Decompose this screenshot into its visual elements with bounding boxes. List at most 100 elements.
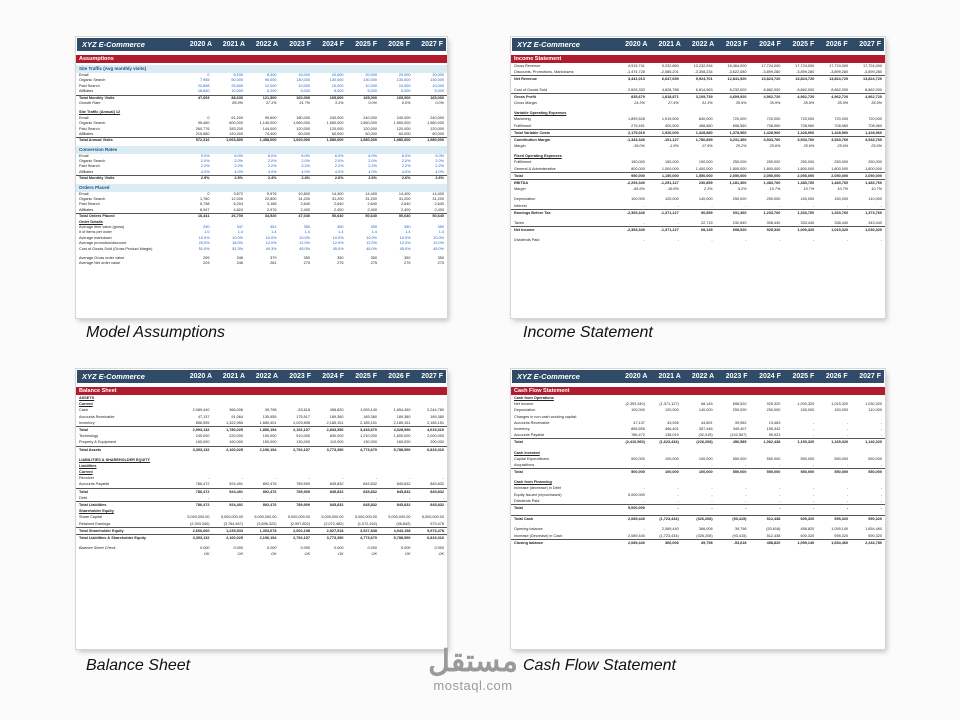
year-header: 2020 A (189, 373, 212, 380)
cell-value: 51.3% (232, 246, 243, 251)
table-row: Depreciation 100,000 120,000 140,000 250,000… (511, 196, 885, 202)
cell-value: 100,000 (631, 408, 645, 413)
cell-value: 22,715 (701, 220, 713, 225)
row-label: Increase (decrease) in Debt (514, 486, 561, 491)
cell-value: 35.9% (871, 100, 882, 105)
cell-value: 12,000 (264, 83, 277, 88)
cell-value: 2,196,154 (259, 447, 277, 452)
row-label: Total (514, 440, 523, 445)
cell-value: 275 (370, 261, 377, 266)
cell-value: 2,976 (266, 207, 277, 212)
row-label: Margin (514, 187, 526, 192)
cell-value: 240,000 (329, 115, 344, 120)
cell-value: 17,724,000 (862, 64, 882, 68)
cell-value: 856,555 (195, 420, 210, 425)
cell-value: 510,000 (296, 434, 310, 439)
cell-value: 8,862,000 (865, 87, 882, 92)
cell-value: 150,000 (834, 197, 849, 202)
cell-value (817, 511, 851, 515)
cell-value: 99,600 (264, 115, 277, 120)
cell-value: - (846, 433, 849, 438)
cell-value: 333,440 (800, 220, 815, 225)
cell-value: 27.4% (667, 100, 679, 105)
cell-value: 14,400 (331, 191, 344, 196)
cell-value (682, 511, 716, 515)
cell-value: 4,609,920 (729, 94, 747, 99)
cell-value: 8,300 (266, 73, 277, 77)
table-row: Growth Rate 85.9% 37.1% 31.7% 3.1% 0.0% 0.0% 0.… (76, 101, 447, 106)
table-row: Total 786,472 924,491 892,476 789,909 845,832… (76, 487, 447, 495)
cell-value: 6,819,310 (427, 535, 444, 540)
cell-value: - (375, 476, 377, 481)
cell-value: 25.6% (769, 144, 781, 149)
cell-value: 0.0% (401, 100, 411, 105)
cell-value: 2.0% (267, 159, 277, 164)
cell-value: 924,491 (229, 482, 243, 487)
cell-value: 350 (337, 255, 344, 260)
row-label: Total Liabilities (79, 503, 107, 507)
cell-value: 1,920,000 (661, 130, 679, 135)
subsection-title: Orders Placed (76, 183, 447, 192)
cell-value: 4,962,720 (831, 94, 849, 99)
cell-value: 1,233,760 (763, 210, 781, 215)
table-row: Site Traffic (Annual) 12 (76, 110, 447, 115)
cell-value: 189,380 (329, 414, 344, 419)
cell-value: 4,962,720 (865, 94, 882, 99)
cell-value: 1,760 (199, 197, 210, 202)
cell-value: - (846, 203, 849, 208)
cell-value: 2.0% (200, 159, 210, 164)
year-header: 2026 F (825, 373, 848, 380)
table-row: Average Gross order value 299 346 379 350 350… (76, 256, 447, 261)
cell-value: 20,000 (331, 73, 344, 77)
cell-value: 68,145 (701, 402, 713, 407)
cell-value: 150,000 (631, 160, 645, 165)
cell-value: (1,623,434) (659, 440, 679, 445)
cell-value: 3,393,132 (192, 535, 210, 540)
cell-value: 708,960 (800, 123, 815, 128)
cell-value: 61,200 (231, 115, 243, 120)
cell-value: 0.000 (266, 546, 277, 551)
cell-value: 9.2% (737, 187, 747, 192)
table-row: Variable Operating Expenses (511, 110, 885, 116)
cell-value: 4.0% (200, 169, 210, 174)
cell-value: 1,483,760 (763, 181, 781, 185)
table-row: Total (2,410,560) (1,623,434) (226,208) 456,… (511, 438, 885, 445)
cell-value: 550,000 (766, 470, 781, 475)
table-row: Total Monthly Visits 2.9% 2.5% 2.4% 2.4% 2.6%… (76, 175, 447, 181)
cell-value: -1,371,127 (660, 210, 679, 215)
row-label (511, 511, 614, 515)
cell-value: 2,089,440 (661, 527, 679, 532)
cell-value: 3,533,760 (865, 137, 882, 142)
cell-value: 366,006 (665, 540, 679, 545)
cell-value: 10.0% (433, 235, 444, 240)
year-header: 2026 F (388, 41, 410, 48)
cell-value: 25.2% (735, 144, 747, 149)
cell-value: 550,000 (834, 456, 849, 461)
cell-value: 4,828,788 (661, 87, 679, 92)
cell-value: 0 (207, 73, 210, 77)
cell-value: 350 (404, 224, 411, 229)
cell-value: 786,472 (195, 482, 210, 487)
table-row: Total Variable Costs 2,179,019 1,920,000 1,… (511, 128, 885, 136)
cell-value: (3,764,467) (223, 521, 243, 526)
row-label: Depreciation (514, 408, 536, 413)
cell-value: 12.0% (299, 241, 310, 246)
cell-value: 1,654,460 (393, 408, 411, 413)
cell-value: 550,000 (800, 456, 815, 461)
cell-value: 31,200 (365, 197, 377, 202)
cell-value: 1,483,760 (797, 181, 815, 185)
cell-value: 35.9% (803, 100, 815, 105)
cell-value: 7,955 (199, 78, 210, 83)
cell-value: 600,000 (229, 121, 243, 126)
row-label: Marketing (514, 117, 531, 122)
row-label: Net Revenue (514, 77, 538, 82)
cell-value: -1,474,728 (626, 70, 645, 75)
cell-value: - (711, 238, 713, 243)
cell-value: 12,000 (231, 197, 243, 202)
cell-value: 4.0% (368, 169, 377, 174)
cell-value: 1,428,960 (763, 130, 781, 135)
year-header: 2023 F (289, 41, 311, 48)
cell-value: 10.7% (769, 187, 781, 192)
cell-value: 150,000 (665, 160, 679, 165)
cell-value: OK (338, 552, 344, 557)
